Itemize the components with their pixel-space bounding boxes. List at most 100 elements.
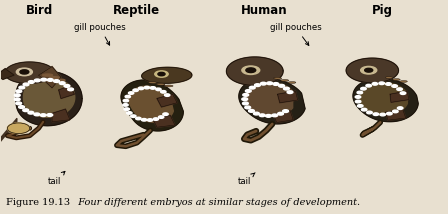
Ellipse shape [385,77,393,79]
Circle shape [361,66,377,74]
Polygon shape [247,83,293,116]
Circle shape [245,106,250,109]
Circle shape [355,100,361,103]
Text: Four different embryos at similar stages of development.: Four different embryos at similar stages… [72,198,360,207]
Polygon shape [239,78,305,124]
Circle shape [367,111,372,114]
Polygon shape [5,62,54,83]
Circle shape [47,114,53,116]
Circle shape [16,90,22,93]
Circle shape [392,110,398,113]
Text: Human: Human [241,4,288,17]
Polygon shape [0,69,14,79]
Circle shape [54,80,60,82]
Circle shape [249,110,254,112]
Circle shape [386,83,391,85]
Ellipse shape [288,82,296,83]
Circle shape [144,86,150,89]
Polygon shape [386,109,406,120]
Text: tail: tail [47,171,65,186]
Circle shape [156,88,161,91]
Ellipse shape [49,77,59,79]
Ellipse shape [274,77,282,79]
Circle shape [397,107,403,109]
Circle shape [23,109,29,111]
Circle shape [138,87,144,90]
Circle shape [155,71,168,77]
Circle shape [161,91,166,93]
Polygon shape [278,91,297,103]
Circle shape [358,105,363,107]
Circle shape [373,113,379,116]
Circle shape [361,87,366,90]
Circle shape [133,89,138,92]
Circle shape [158,72,165,76]
Circle shape [397,88,402,91]
Circle shape [19,106,25,108]
Ellipse shape [148,82,157,83]
Circle shape [259,114,265,117]
Polygon shape [121,80,183,131]
Circle shape [250,86,255,89]
Polygon shape [23,77,75,117]
Circle shape [365,68,373,72]
Circle shape [34,113,40,116]
Circle shape [372,83,378,85]
Circle shape [355,96,361,98]
Text: Reptile: Reptile [113,4,160,17]
Circle shape [387,112,392,115]
Text: Bird: Bird [26,4,54,17]
Polygon shape [52,109,70,122]
Polygon shape [227,57,283,85]
Polygon shape [360,83,407,115]
Circle shape [47,79,53,81]
Circle shape [59,82,65,85]
Circle shape [267,82,272,85]
Circle shape [279,85,284,87]
Circle shape [129,92,134,94]
Circle shape [123,99,129,102]
Circle shape [287,91,293,94]
Circle shape [124,108,129,110]
Text: tail: tail [237,173,255,186]
Ellipse shape [55,79,65,81]
Circle shape [40,114,46,117]
Circle shape [23,83,29,86]
Polygon shape [39,67,61,88]
Circle shape [380,113,385,116]
Circle shape [273,83,279,85]
Circle shape [260,82,266,85]
Ellipse shape [281,79,289,81]
Circle shape [254,84,260,86]
Circle shape [266,114,271,117]
Circle shape [136,117,141,120]
Polygon shape [346,58,398,83]
Circle shape [362,108,367,111]
Circle shape [278,112,284,115]
Circle shape [243,94,249,96]
Circle shape [242,66,260,74]
Circle shape [14,94,20,97]
Circle shape [392,85,397,87]
Circle shape [150,87,155,89]
Circle shape [8,123,30,134]
Circle shape [125,95,130,98]
Polygon shape [59,86,74,98]
Ellipse shape [164,85,173,87]
Circle shape [272,114,278,117]
Ellipse shape [43,74,52,76]
Circle shape [28,111,34,114]
Circle shape [159,116,164,118]
Circle shape [283,110,289,113]
Circle shape [28,81,34,83]
Circle shape [142,119,147,121]
Polygon shape [129,86,173,122]
Polygon shape [152,116,175,127]
Circle shape [127,112,132,114]
Circle shape [242,98,248,101]
Circle shape [242,102,248,105]
Circle shape [246,68,256,73]
Circle shape [366,84,371,87]
Circle shape [68,88,73,91]
Circle shape [19,86,25,89]
